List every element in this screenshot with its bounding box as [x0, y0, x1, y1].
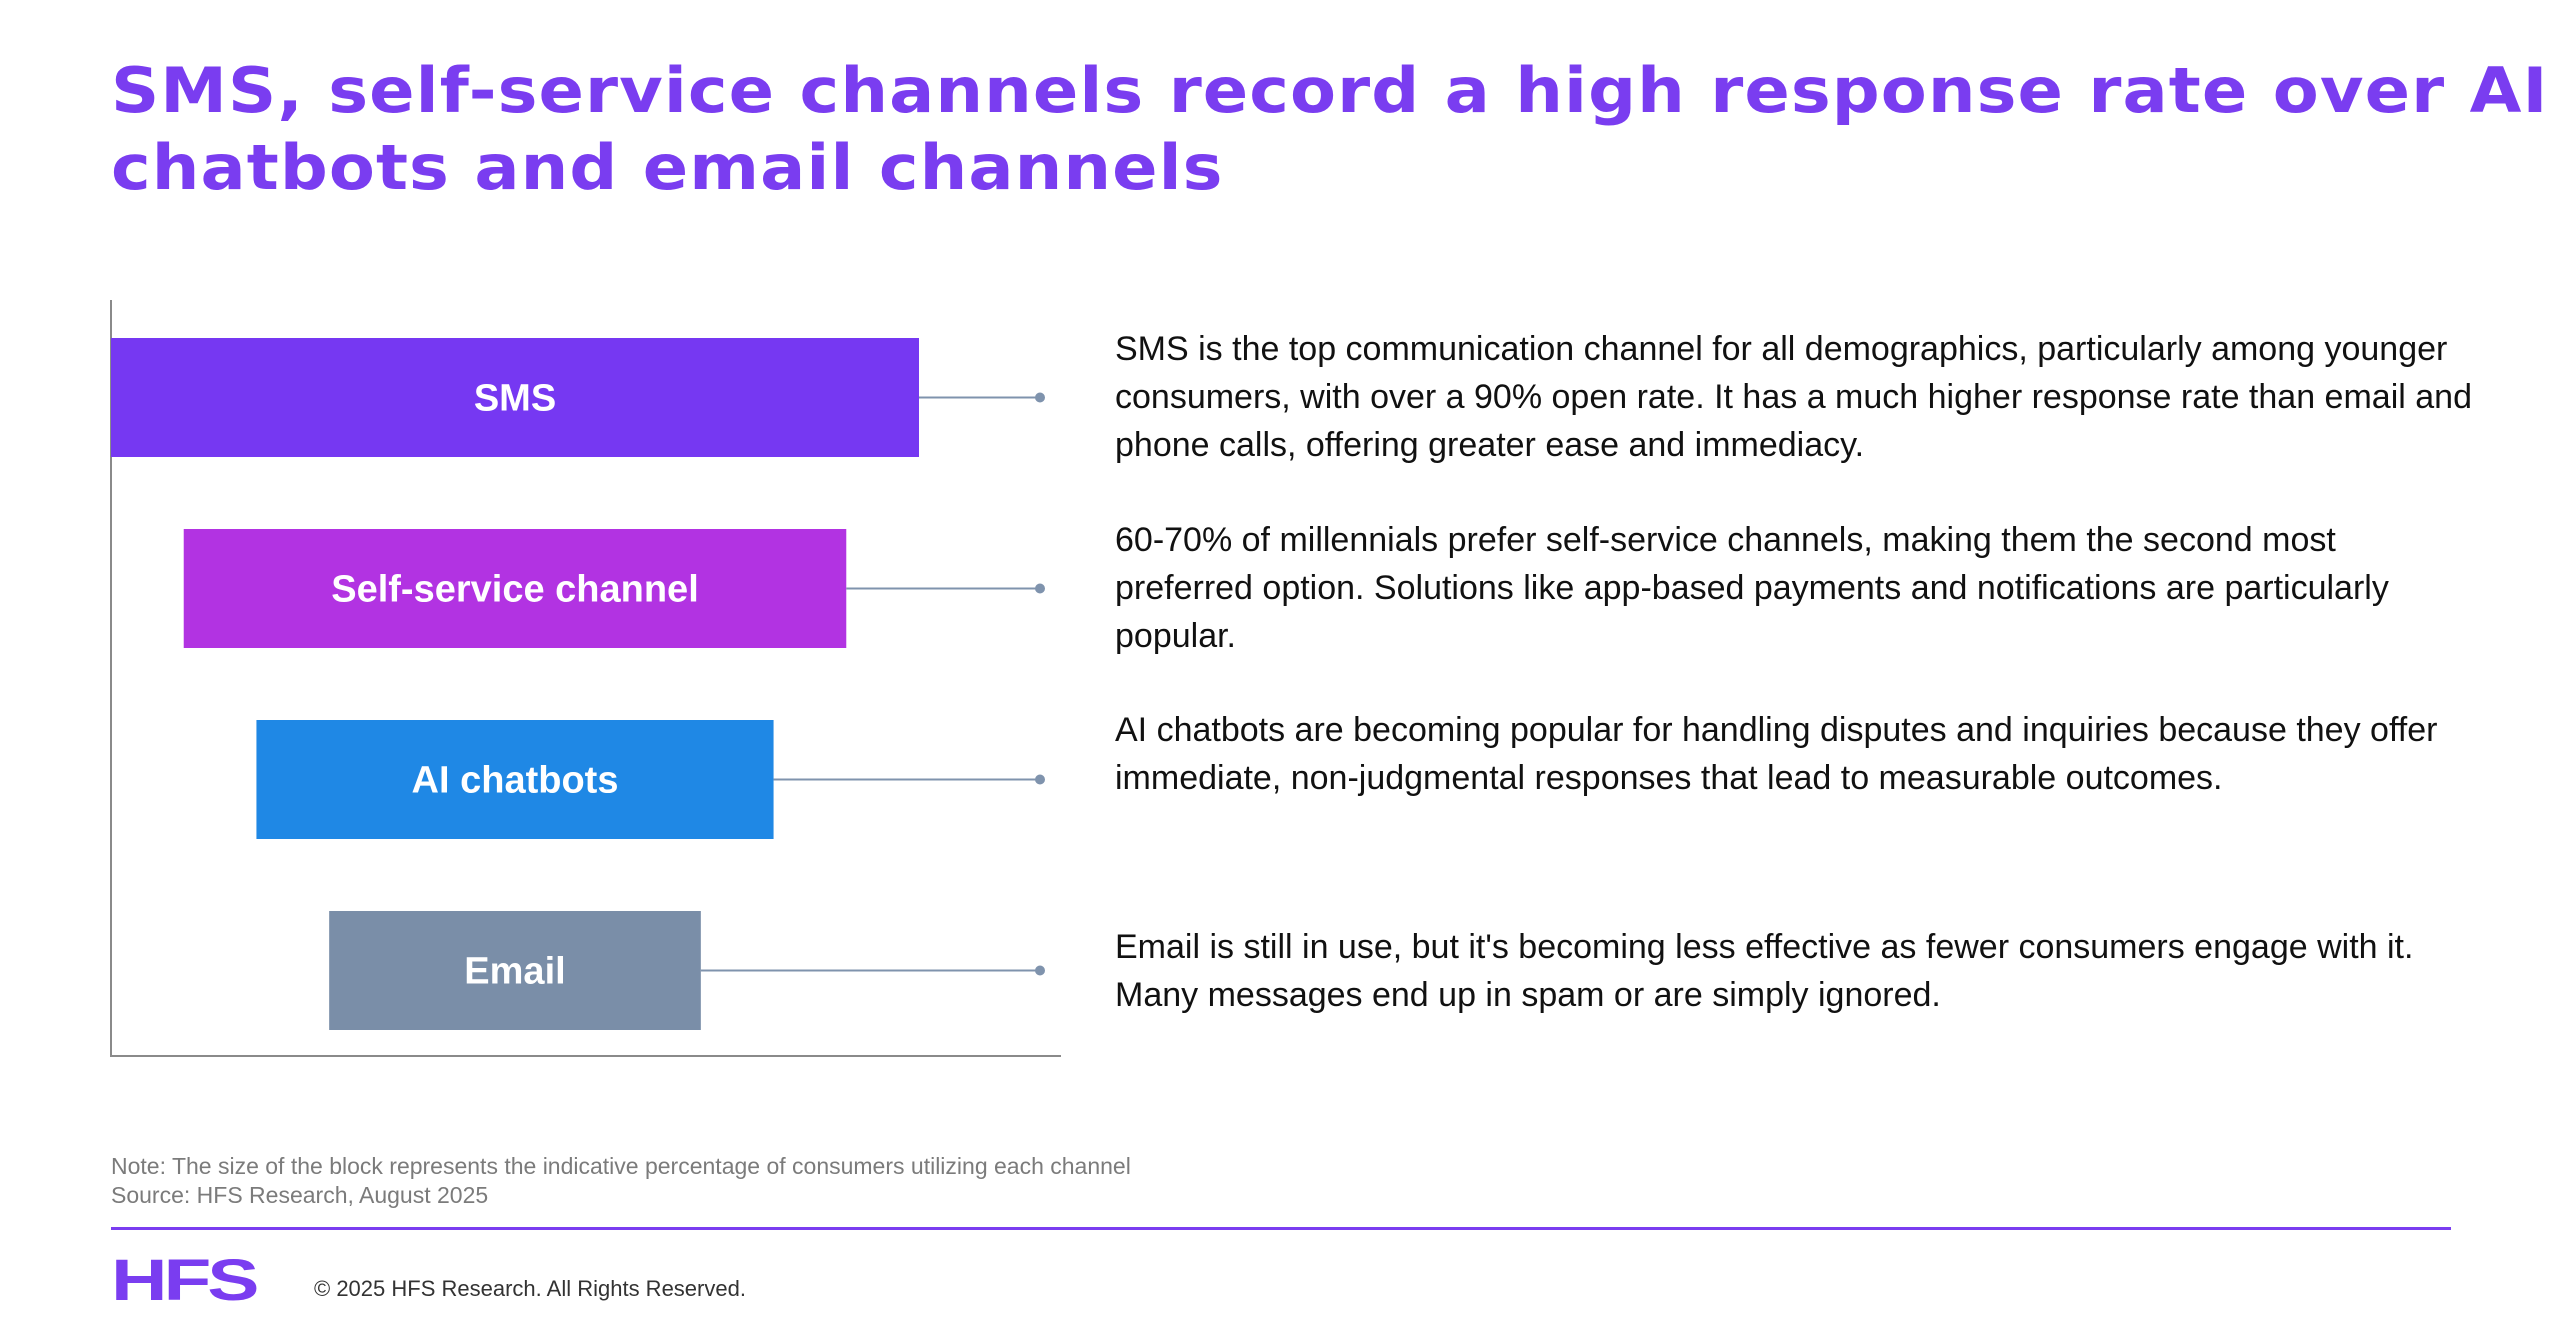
- page-title: SMS, self-service channels record a high…: [111, 54, 2549, 204]
- description-sms: SMS is the top communication channel for…: [1115, 330, 2472, 464]
- bar-sms: [111, 338, 919, 457]
- bar-self-service-channel: [183, 529, 847, 648]
- bar-email: [329, 911, 701, 1030]
- channel-chart: SMS Self-service channel AI chatbots Email: [110, 300, 1061, 1057]
- description-ai-chatbots: AI chatbots are becoming popular for han…: [1115, 711, 2438, 797]
- bar-label-self-service-channel: Self-service channel: [331, 569, 699, 611]
- connector-dot-sms: [1035, 392, 1045, 403]
- chart-note: Note: The size of the block represents t…: [111, 1153, 1131, 1179]
- copyright-text: © 2025 HFS Research. All Rights Reserved…: [314, 1276, 746, 1301]
- bar-label-sms: SMS: [474, 378, 556, 420]
- connector-dot-email: [1035, 965, 1045, 976]
- bar-label-ai-chatbots: AI chatbots: [412, 760, 619, 802]
- hfs-logo: HFS: [111, 1248, 259, 1313]
- chart-source: Source: HFS Research, August 2025: [111, 1182, 489, 1208]
- connector-dot-ai-chatbots: [1035, 774, 1045, 785]
- bar-label-email: Email: [464, 951, 565, 993]
- bar-ai-chatbots: [256, 720, 774, 839]
- footer-divider: [111, 1227, 2451, 1230]
- description-email: Email is still in use, but it's becoming…: [1115, 928, 2414, 1014]
- connector-dot-self-service-channel: [1035, 583, 1045, 594]
- description-self-service: 60-70% of millennials prefer self-servic…: [1115, 521, 2389, 655]
